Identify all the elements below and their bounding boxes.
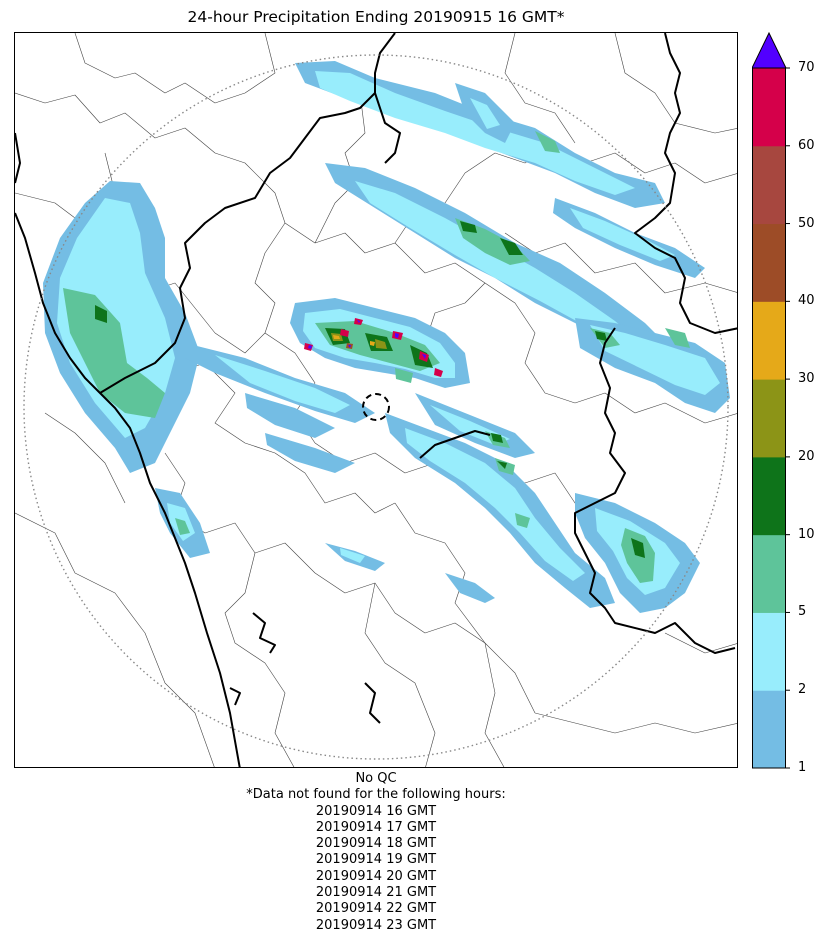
missing-hour-3: 20190914 18 GMT — [315, 836, 437, 852]
colorbar-bin-1-2 — [752, 690, 786, 769]
missing-hour-5: 20190914 20 GMT — [315, 868, 437, 884]
colorbar-bin-2-5 — [752, 612, 786, 691]
missing-hour-4: 20190914 19 GMT — [315, 852, 437, 868]
map-canvas — [15, 33, 737, 767]
missing-hour-8: 20190914 23 GMT — [315, 917, 437, 933]
colorbar-extend-triangle — [752, 32, 787, 69]
missing-hour-2: 20190914 17 GMT — [315, 819, 437, 835]
colorbar-tick-label: 5 — [798, 604, 807, 620]
colorbar-tick-label: 40 — [798, 293, 815, 309]
colorbar-bin-30-40 — [752, 301, 786, 380]
precipitation-map — [14, 32, 738, 768]
state-boundaries — [15, 33, 737, 767]
colorbar-bin-60-70 — [752, 68, 786, 147]
colorbar-tick-label: 70 — [798, 60, 815, 75]
map-title: 24-hour Precipitation Ending 20190915 16… — [187, 8, 565, 26]
qc-label: No QC — [355, 771, 397, 786]
colorbar-tick-label: 10 — [798, 526, 815, 542]
colorbar-tick-label: 2 — [798, 682, 807, 698]
colorbar-bin-20-30 — [752, 379, 786, 458]
missing-hour-7: 20190914 22 GMT — [315, 901, 437, 917]
colorbar-tick-label: 30 — [798, 371, 815, 387]
colorbar-tick-label: 50 — [798, 215, 815, 231]
colorbar-bin-5-10 — [752, 534, 786, 613]
footer-notes: No QC *Data not found for the following … — [14, 771, 738, 934]
colorbar-tick-label: 60 — [798, 137, 815, 153]
radar-range-ring — [23, 54, 729, 760]
missing-data-note: *Data not found for the following hours: — [246, 787, 506, 803]
colorbar-bin-50-60 — [752, 145, 786, 225]
colorbar-tick-label: 20 — [798, 448, 815, 464]
colorbar-bin-40-50 — [752, 223, 786, 302]
colorbar-frame — [752, 67, 786, 769]
missing-hour-6: 20190914 21 GMT — [315, 885, 437, 901]
colorbar-tick-label: 1 — [798, 760, 807, 775]
colorbar-scale — [752, 32, 790, 769]
missing-hour-1: 20190914 16 GMT — [315, 803, 437, 819]
radar-site-marker — [362, 393, 390, 421]
precipitation-field — [43, 61, 730, 613]
colorbar — [752, 32, 790, 772]
colorbar-bin-10-20 — [752, 456, 786, 536]
